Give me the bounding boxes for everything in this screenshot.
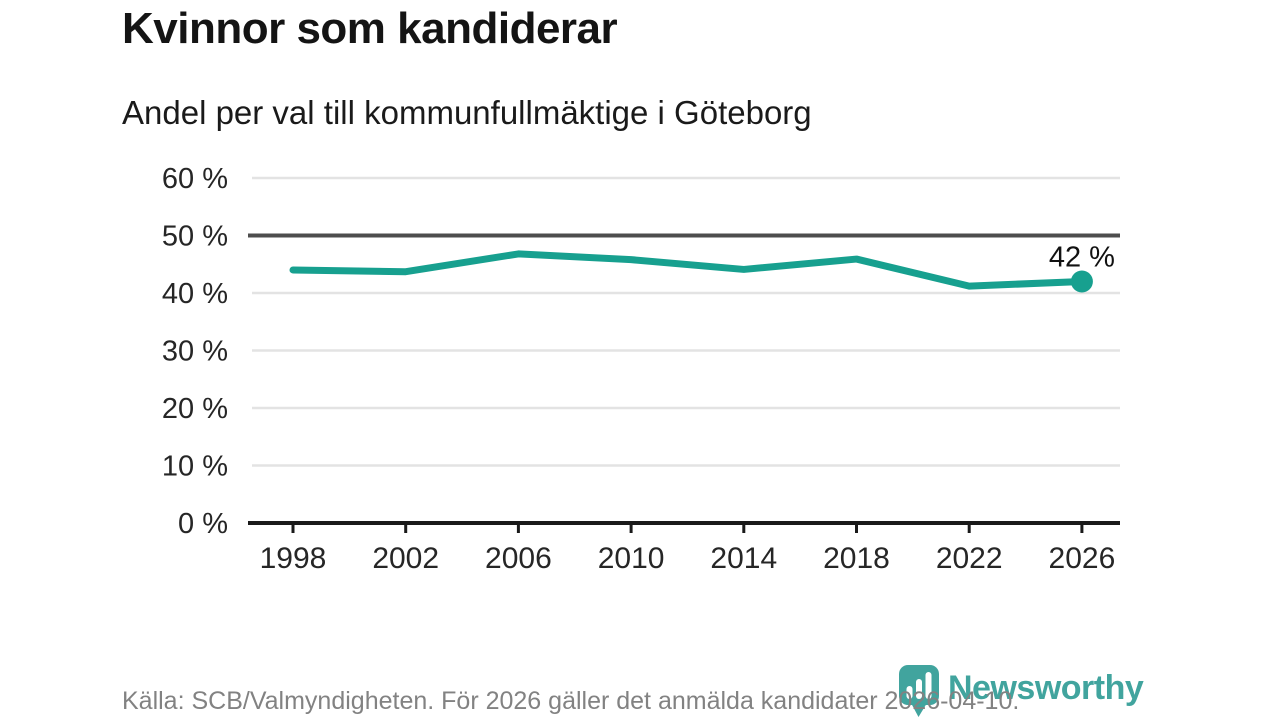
end-value-label: 42 % <box>1049 242 1115 274</box>
y-tick-label: 30 % <box>162 336 228 368</box>
y-tick-label: 60 % <box>162 163 228 195</box>
newsworthy-logo-icon <box>899 665 939 717</box>
x-tick-label: 1998 <box>260 542 327 575</box>
chart-subtitle: Andel per val till kommunfullmäktige i G… <box>122 94 812 131</box>
x-tick-label: 2026 <box>1049 542 1116 575</box>
data-point-end <box>1070 270 1093 293</box>
x-tick-label: 2022 <box>936 542 1003 575</box>
x-tick-label: 2006 <box>485 542 552 575</box>
x-tick-label: 2010 <box>598 542 665 575</box>
newsworthy-logo: Newsworthy <box>897 665 1144 719</box>
data-line <box>289 250 1086 290</box>
chart-title: Kvinnor som kandiderar <box>122 4 618 53</box>
y-tick-label: 50 % <box>162 221 228 253</box>
y-tick-label: 10 % <box>162 451 228 483</box>
newsworthy-logo-text: Newsworthy <box>948 669 1144 707</box>
y-tick-label: 40 % <box>162 278 228 310</box>
y-tick-label: 20 % <box>162 393 228 425</box>
x-tick-label: 2002 <box>372 542 439 575</box>
source-note: Källa: SCB/Valmyndigheten. För 2026 gäll… <box>122 687 1020 715</box>
x-tick-label: 2018 <box>823 542 890 575</box>
x-tick-label: 2014 <box>710 542 777 575</box>
y-tick-label: 0 % <box>178 508 228 540</box>
